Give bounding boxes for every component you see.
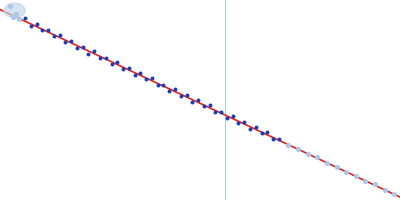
Point [314,156,320,159]
Point [183,94,190,97]
Point [241,121,248,124]
Point [149,77,155,80]
Point [247,127,253,131]
Point [285,143,292,146]
Point [114,60,120,63]
Point [372,183,378,186]
Point [324,162,330,165]
Point [195,99,201,102]
Point [201,104,207,108]
Point [295,147,301,150]
Point [362,180,368,183]
Point [270,138,276,141]
Point [28,24,34,27]
Point [126,67,132,70]
Point [85,52,92,55]
Point [178,94,184,97]
Point [56,33,63,36]
Point [80,45,86,49]
Point [343,170,349,173]
Point [91,50,98,53]
Point [206,104,213,107]
Point [12,12,19,15]
Point [252,126,259,129]
Point [399,196,400,200]
Point [391,192,398,196]
Point [45,28,51,32]
Point [235,121,242,124]
Point [68,40,74,43]
Point [132,73,138,77]
Point [333,165,340,169]
Point [33,22,40,26]
Point [352,174,359,177]
Point [382,189,388,192]
Point [143,77,149,81]
Point [137,72,144,75]
Point [16,17,22,20]
Point [258,132,265,135]
Point [230,114,236,118]
Point [10,15,16,19]
Point [108,62,115,65]
Point [22,16,28,20]
Point [304,152,311,156]
Point [97,56,103,60]
Point [6,4,13,7]
Point [264,131,270,134]
Point [212,111,218,114]
Point [224,116,230,119]
Point [102,57,109,60]
Point [166,89,172,92]
Point [51,34,57,38]
Point [62,41,68,44]
Point [154,83,161,87]
Point [120,67,126,70]
Point [39,29,46,32]
Point [74,46,80,49]
Point [160,83,167,86]
Point [172,88,178,91]
Ellipse shape [4,3,25,18]
Point [276,137,282,141]
Point [218,110,224,113]
Point [189,101,196,104]
